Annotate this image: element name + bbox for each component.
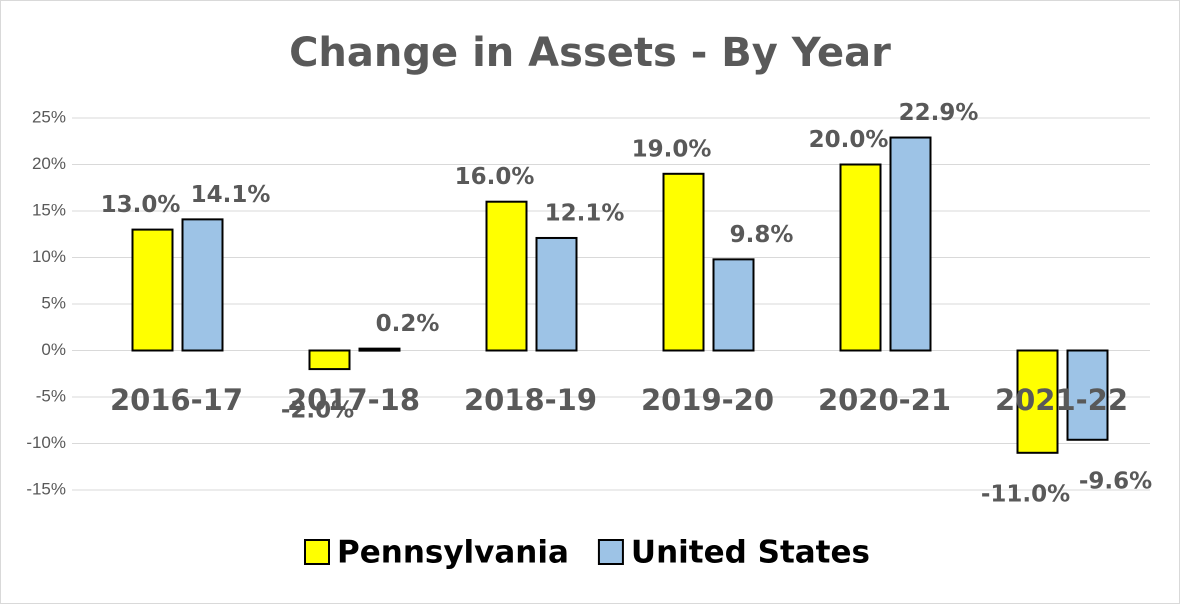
x-tick-label: 2018-19: [464, 383, 597, 417]
x-tick-label: 2016-17: [110, 383, 243, 417]
bar: [485, 200, 528, 352]
y-tick-label: 25%: [32, 107, 66, 126]
data-label: 0.2%: [376, 311, 440, 337]
data-label: -9.6%: [1079, 468, 1152, 494]
bar: [181, 218, 224, 352]
data-label: 9.8%: [730, 222, 794, 248]
x-tick-label: 2021-22: [995, 383, 1128, 417]
legend-label: Pennsylvania: [337, 535, 569, 571]
bar: [712, 258, 755, 352]
y-tick-label: 20%: [32, 154, 66, 173]
x-tick-label: 2017-18: [287, 383, 420, 417]
x-tick-label: 2019-20: [641, 383, 774, 417]
legend-swatch: [597, 539, 624, 565]
bar: [1066, 349, 1109, 441]
data-label: 12.1%: [545, 200, 625, 226]
legend-swatch: [304, 539, 330, 565]
data-label: -2.0%: [281, 398, 354, 424]
y-tick-label: 0%: [41, 340, 66, 359]
data-label: 19.0%: [632, 136, 712, 162]
bar: [1016, 349, 1059, 454]
legend-label: United States: [631, 535, 870, 571]
bar: [308, 349, 351, 371]
y-tick-label: -5%: [36, 386, 66, 405]
bar: [889, 136, 932, 352]
chart-title: Change in Assets - By Year: [289, 30, 891, 76]
y-tick-label: 5%: [41, 293, 66, 312]
y-tick-label: 10%: [32, 247, 66, 266]
data-label: 13.0%: [101, 192, 181, 218]
data-label: 16.0%: [455, 164, 535, 190]
data-label: 22.9%: [899, 100, 979, 126]
bar: [131, 228, 174, 352]
bar: [662, 172, 705, 352]
y-tick-label: 15%: [32, 200, 66, 219]
y-tick-label: -10%: [26, 433, 66, 452]
y-tick-label: -15%: [26, 479, 66, 498]
data-label: -11.0%: [981, 481, 1070, 507]
bar: [839, 163, 882, 352]
bar: [358, 347, 401, 352]
data-label: 20.0%: [809, 127, 889, 153]
bar: [535, 236, 578, 352]
x-tick-label: 2020-21: [818, 383, 951, 417]
data-label: 14.1%: [191, 182, 271, 208]
